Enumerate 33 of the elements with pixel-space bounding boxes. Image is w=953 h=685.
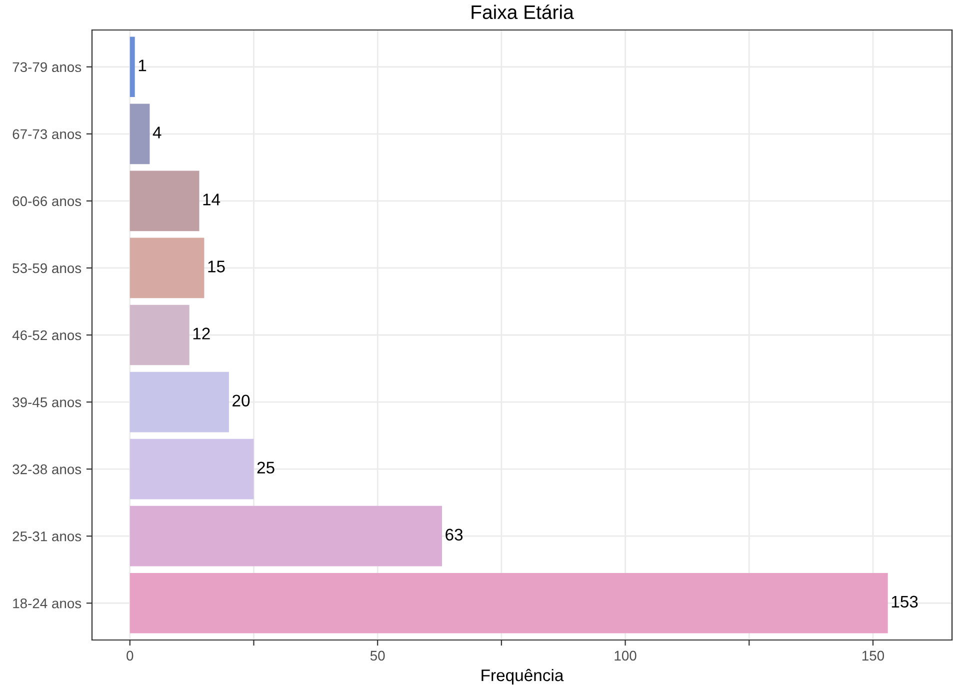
chart-title: Faixa Etária [472, 4, 574, 20]
bar [130, 238, 204, 298]
y-tick-label: 60-66 anos [12, 196, 82, 206]
data-label: 12 [193, 328, 210, 340]
x-tick-label: 0 [126, 650, 134, 661]
data-label: 4 [152, 126, 162, 138]
x-tick-label: 100 [614, 650, 636, 661]
x-tick-label: 50 [370, 650, 385, 661]
y-tick-label: 25-31 anos [12, 531, 82, 542]
data-label: 1 [138, 60, 146, 72]
data-label: 153 [892, 596, 918, 608]
y-tick-label: 73-79 anos [12, 62, 82, 72]
bar [130, 438, 254, 500]
data-label: 14 [203, 194, 220, 206]
bar [130, 304, 190, 366]
x-tick-label: 150 [862, 650, 884, 661]
y-tick-label: 39-45 anos [12, 397, 82, 408]
y-tick-label: 18-24 anos [13, 598, 82, 608]
y-tick-label: 46-52 anos [12, 330, 82, 340]
y-tick-label: 67-73 anos [12, 129, 82, 140]
bar [130, 36, 135, 98]
data-label: 20 [232, 394, 250, 407]
bar [130, 372, 229, 432]
data-label: 25 [257, 462, 274, 474]
data-label: 63 [446, 528, 463, 541]
x-axis-title: Frequência [482, 668, 564, 685]
bar [130, 104, 150, 164]
bar [130, 506, 442, 566]
bar [130, 572, 888, 634]
y-tick-label: 53-59 anos [12, 263, 82, 274]
y-tick-label: 32-38 anos [12, 464, 82, 474]
bar [130, 170, 200, 232]
data-label: 15 [208, 260, 225, 272]
